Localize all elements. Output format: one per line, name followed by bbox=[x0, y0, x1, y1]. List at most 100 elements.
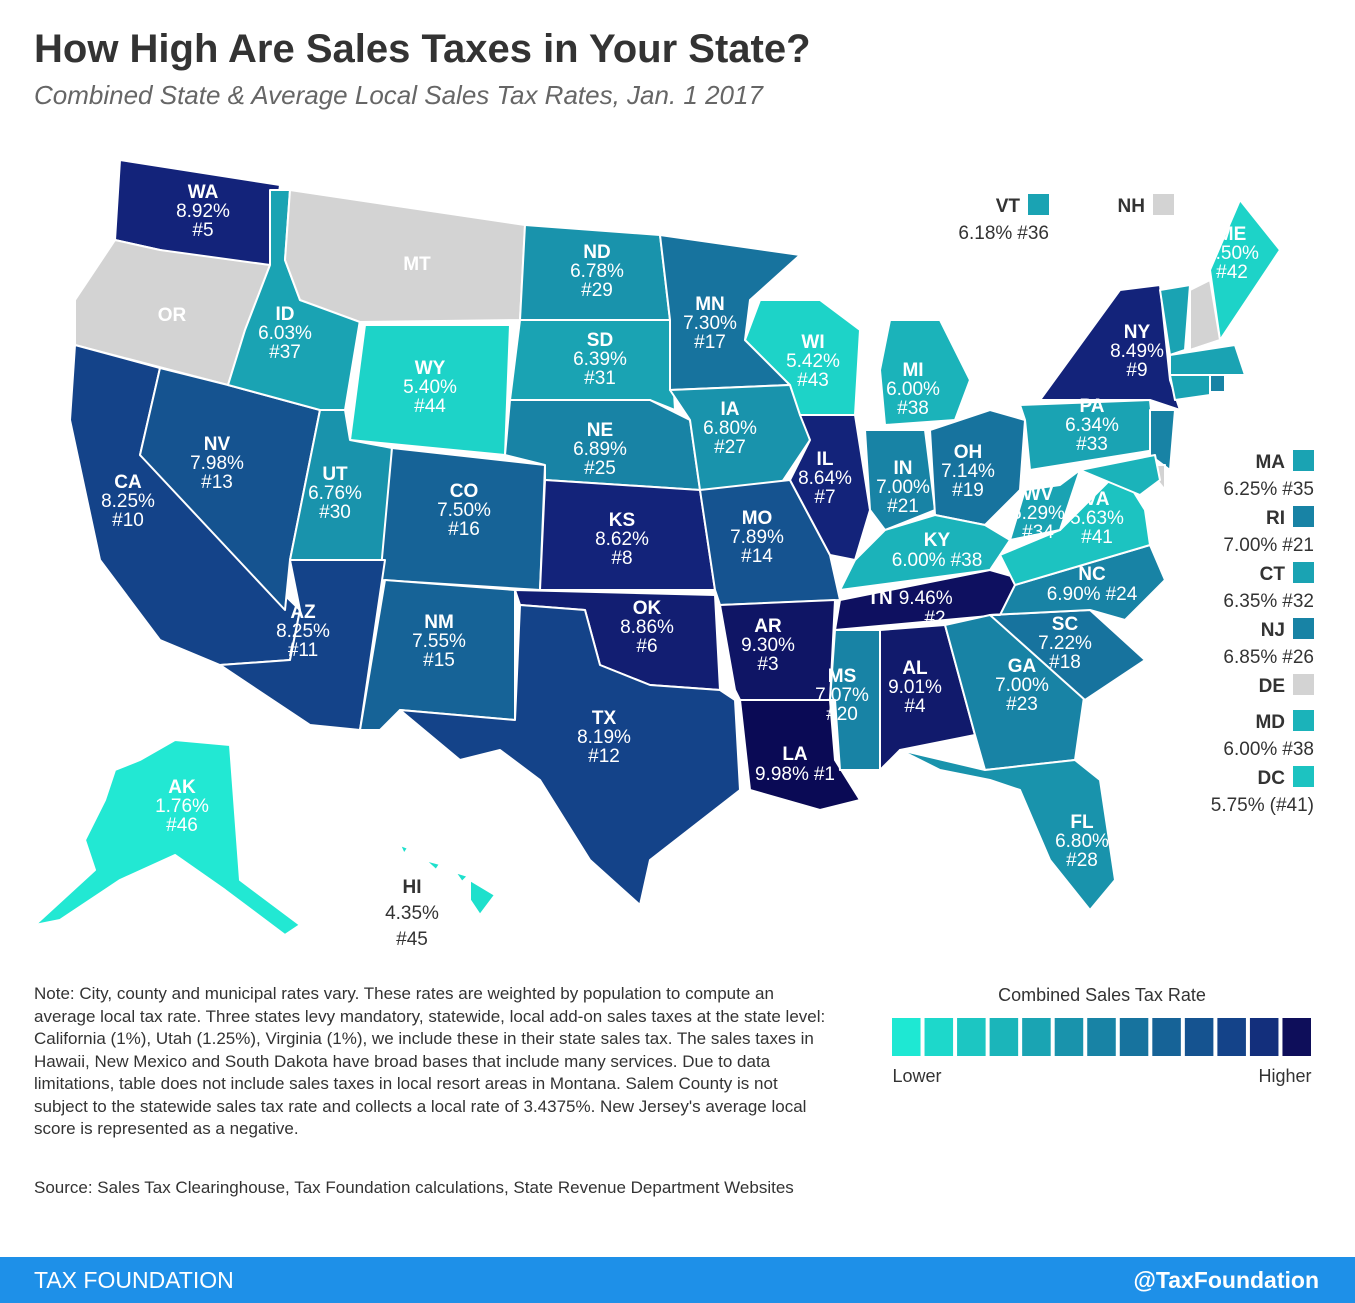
rate: 7.00% bbox=[1223, 535, 1277, 556]
legend-swatch bbox=[1087, 1018, 1116, 1056]
state-label: NV 7.98% #13 bbox=[190, 434, 244, 493]
subtitle: Combined State & Average Local Sales Tax… bbox=[34, 80, 764, 110]
state-label: IA 6.80% #27 bbox=[703, 399, 757, 458]
abbr: ID bbox=[276, 304, 295, 325]
side-swatch bbox=[1293, 766, 1314, 787]
rate: 6.00% bbox=[886, 379, 940, 400]
state-hi bbox=[454, 871, 469, 883]
state-label: ME 5.50% #42 bbox=[1205, 224, 1259, 283]
side-swatch bbox=[1293, 506, 1314, 527]
state-label: AK 1.76% #46 bbox=[155, 777, 209, 836]
rank: #42 bbox=[1216, 262, 1248, 283]
state-al bbox=[879, 624, 976, 771]
rate: 4.35% bbox=[385, 903, 439, 924]
rank: #4 bbox=[904, 696, 926, 717]
state-nh bbox=[1189, 279, 1221, 351]
state-label: PA 6.34% #33 bbox=[1065, 396, 1119, 455]
rate: 8.62% bbox=[595, 529, 649, 550]
abbr: AR bbox=[754, 616, 782, 637]
rank: #13 bbox=[201, 472, 233, 493]
rate: 7.22% bbox=[1038, 633, 1092, 654]
rate: 8.86% bbox=[620, 617, 674, 638]
rank: #35 bbox=[1282, 479, 1314, 500]
state-label: WI 5.42% #43 bbox=[786, 332, 840, 391]
state-label: WV 6.29% #34 bbox=[1011, 484, 1065, 543]
rate: 8.92% bbox=[176, 201, 230, 222]
rate: 8.25% bbox=[101, 491, 155, 512]
side-swatch bbox=[1153, 194, 1174, 215]
legend-swatch bbox=[957, 1018, 986, 1056]
state-label: OR bbox=[158, 305, 187, 326]
state-ma bbox=[1169, 344, 1246, 376]
note: Note: City, county and municipal rates v… bbox=[34, 984, 826, 1138]
legend-low: Lower bbox=[892, 1066, 941, 1086]
rank: #23 bbox=[1006, 694, 1038, 715]
legend-swatch bbox=[989, 1018, 1019, 1056]
abbr: CO bbox=[450, 481, 479, 502]
state-nj bbox=[1149, 409, 1176, 471]
rank: #17 bbox=[694, 332, 726, 353]
rank: #9 bbox=[1126, 360, 1147, 381]
side-swatch bbox=[1293, 450, 1314, 471]
abbr: WA bbox=[188, 182, 219, 203]
abbr: OK bbox=[633, 598, 662, 619]
state-label: CO 7.50% #16 bbox=[437, 481, 491, 540]
rate: 9.98% bbox=[755, 764, 809, 785]
rate: 8.49% bbox=[1110, 341, 1164, 362]
state-label: VA 5.63% #41 bbox=[1070, 489, 1124, 548]
state-label: MT bbox=[403, 254, 431, 275]
rate: 8.19% bbox=[577, 727, 631, 748]
rank: #8 bbox=[611, 548, 632, 569]
state-label: IN 7.00% #21 bbox=[876, 458, 930, 517]
rank: #38 bbox=[951, 550, 983, 571]
state-label: IL 8.64% #7 bbox=[798, 449, 852, 508]
side-swatch bbox=[1293, 674, 1314, 695]
state-label: CA 8.25% #10 bbox=[101, 472, 155, 531]
state-ri bbox=[1209, 374, 1226, 393]
abbr: AZ bbox=[290, 602, 316, 623]
state-ky bbox=[839, 514, 1011, 591]
state-label: UT 6.76% #30 bbox=[308, 464, 362, 523]
state-md bbox=[1079, 454, 1161, 496]
rate: 6.90% bbox=[1047, 584, 1101, 605]
state-wv bbox=[1009, 469, 1081, 541]
rank: #5 bbox=[192, 220, 213, 241]
rate: 6.18% bbox=[958, 223, 1012, 244]
state-tx bbox=[399, 604, 741, 906]
abbr: HI bbox=[403, 877, 422, 898]
state-label: AZ 8.25% #11 bbox=[276, 602, 330, 661]
side-swatch bbox=[1028, 194, 1049, 215]
rank: #20 bbox=[826, 704, 858, 725]
state-label: AR 9.30% #3 bbox=[741, 616, 795, 675]
abbr: WY bbox=[415, 358, 446, 379]
map: How High Are Sales Taxes in Your State? … bbox=[34, 27, 1314, 1086]
abbr: IA bbox=[721, 399, 740, 420]
rate: 9.01% bbox=[888, 677, 942, 698]
state-in bbox=[864, 429, 936, 531]
abbr: AK bbox=[168, 777, 196, 798]
state-label: NE 6.89% #25 bbox=[573, 420, 627, 479]
side-value: 6.18% #36 bbox=[958, 223, 1049, 244]
rank: #18 bbox=[1049, 652, 1081, 673]
side-abbr: MD bbox=[1255, 712, 1285, 733]
rank: #30 bbox=[319, 502, 351, 523]
state-hi bbox=[399, 844, 409, 855]
state-label: NC 6.90% #24 bbox=[1047, 564, 1138, 605]
side-abbr: DE bbox=[1259, 676, 1285, 697]
side-abbr: NH bbox=[1118, 196, 1145, 217]
abbr: VA bbox=[1085, 489, 1110, 510]
state-sd bbox=[509, 319, 676, 411]
legend-swatch bbox=[1152, 1018, 1181, 1056]
abbr: PA bbox=[1080, 396, 1105, 417]
state-label: AL 9.01% #4 bbox=[888, 658, 942, 717]
legend-swatch bbox=[1054, 1018, 1084, 1056]
rank: #41 bbox=[1081, 527, 1113, 548]
rank: #44 bbox=[414, 396, 446, 417]
side-abbr: CT bbox=[1260, 564, 1286, 585]
rate: 5.75% bbox=[1211, 795, 1265, 816]
abbr: TN bbox=[867, 588, 892, 609]
state-label: KY 6.00% #38 bbox=[892, 530, 983, 571]
rank: #38 bbox=[1282, 739, 1314, 760]
abbr: NY bbox=[1124, 322, 1151, 343]
rank: #38 bbox=[897, 398, 929, 419]
